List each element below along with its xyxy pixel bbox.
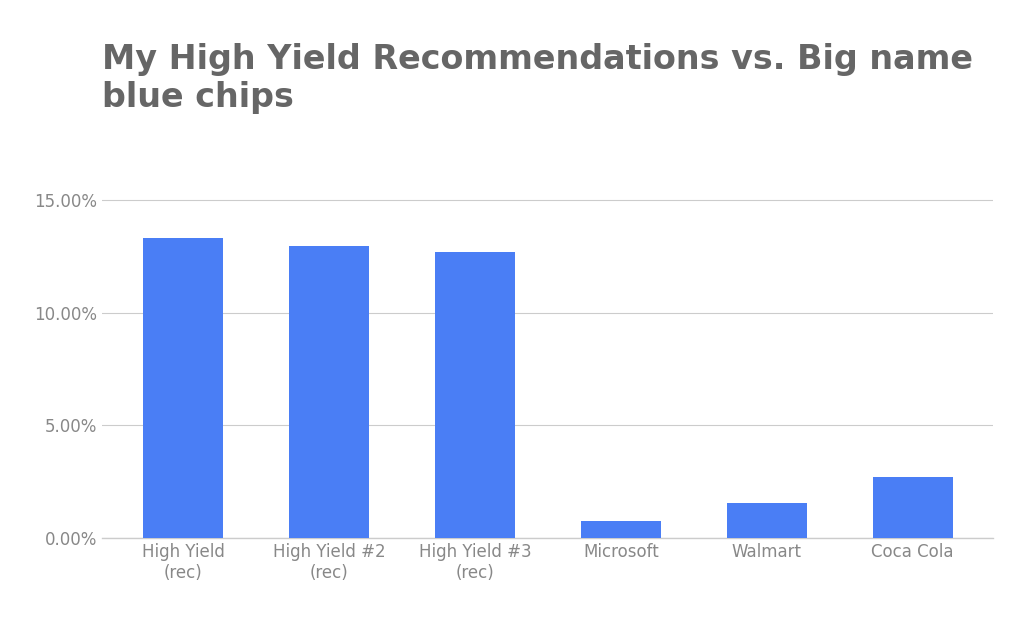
Bar (872, 477, 952, 538)
Bar (581, 521, 660, 538)
Bar (727, 503, 807, 538)
Bar (435, 252, 515, 538)
Bar (143, 238, 223, 538)
Bar (289, 246, 369, 538)
Text: My High Yield Recommendations vs. Big name
blue chips: My High Yield Recommendations vs. Big na… (102, 43, 974, 114)
